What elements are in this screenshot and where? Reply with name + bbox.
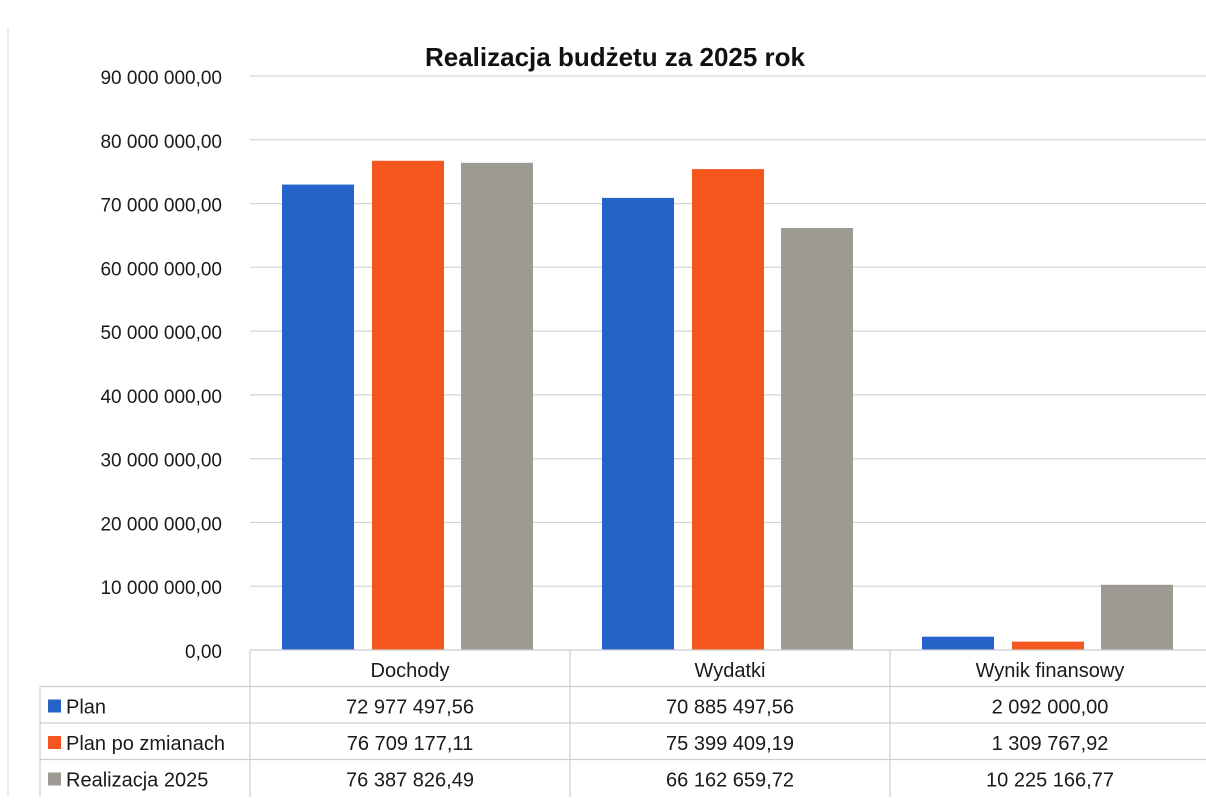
bar bbox=[461, 162, 533, 650]
y-tick-label: 0,00 bbox=[185, 642, 222, 663]
data-table-value: 72 977 497,56 bbox=[346, 697, 474, 719]
category-label: Wydatki bbox=[695, 660, 766, 682]
legend-key bbox=[48, 699, 61, 713]
bar bbox=[781, 228, 853, 650]
y-tick-label: 70 000 000,00 bbox=[100, 196, 222, 217]
bar bbox=[922, 636, 994, 650]
legend-label: Plan po zmianach bbox=[66, 733, 225, 755]
category-label: Wynik finansowy bbox=[976, 660, 1125, 682]
data-table-value: 70 885 497,56 bbox=[666, 697, 794, 719]
y-tick-label: 20 000 000,00 bbox=[100, 514, 222, 535]
bar bbox=[1101, 584, 1173, 650]
legend-key bbox=[48, 772, 61, 786]
data-table-value: 66 162 659,72 bbox=[666, 770, 794, 792]
bar bbox=[1012, 641, 1084, 650]
bar bbox=[282, 184, 354, 650]
legend-label: Plan bbox=[66, 697, 106, 719]
data-table-value: 76 387 826,49 bbox=[346, 770, 474, 792]
legend-key bbox=[48, 736, 61, 749]
data-table-value: 1 309 767,92 bbox=[992, 733, 1109, 755]
y-tick-label: 30 000 000,00 bbox=[100, 451, 222, 472]
data-table-value: 76 709 177,11 bbox=[347, 733, 473, 755]
bar bbox=[372, 160, 444, 650]
y-tick-label: 60 000 000,00 bbox=[100, 259, 222, 280]
data-table-value: 10 225 166,77 bbox=[986, 770, 1114, 792]
y-tick-label: 90 000 000,00 bbox=[100, 68, 222, 89]
y-tick-label: 50 000 000,00 bbox=[100, 323, 222, 344]
data-table-value: 2 092 000,00 bbox=[992, 697, 1109, 719]
bar bbox=[602, 197, 674, 650]
data-table-value: 75 399 409,19 bbox=[666, 733, 794, 755]
bar bbox=[692, 169, 764, 650]
legend-label: Realizacja 2025 bbox=[66, 770, 208, 792]
category-label: Dochody bbox=[371, 660, 450, 682]
chart-title: Realizacja budżetu za 2025 rok bbox=[425, 42, 806, 72]
y-tick-label: 80 000 000,00 bbox=[100, 132, 222, 153]
y-tick-label: 10 000 000,00 bbox=[100, 578, 222, 599]
y-tick-label: 40 000 000,00 bbox=[100, 387, 222, 408]
